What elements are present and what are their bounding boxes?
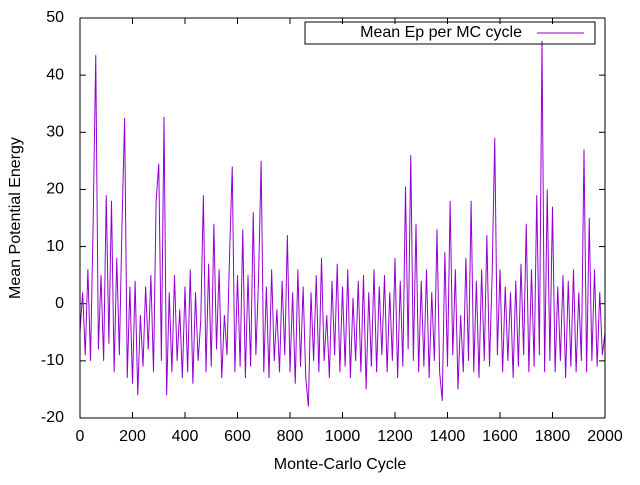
legend-box <box>304 21 596 45</box>
x-tick-label: 0 <box>76 428 85 445</box>
y-tick-label: 50 <box>46 9 64 26</box>
x-tick-label: 2000 <box>587 428 623 445</box>
y-tick-label: -10 <box>41 352 64 369</box>
y-tick-label: -20 <box>41 409 64 426</box>
y-tick-label: 30 <box>46 124 64 141</box>
x-tick-label: 1600 <box>482 428 518 445</box>
x-tick-label: 1000 <box>325 428 361 445</box>
y-tick-label: 0 <box>55 295 64 312</box>
y-tick-label: 10 <box>46 238 64 255</box>
y-axis-label: Mean Potential Energy <box>7 137 24 299</box>
legend-label: Mean Ep per MC cycle <box>360 24 522 41</box>
x-tick-label: 800 <box>277 428 304 445</box>
x-tick-label: 1200 <box>377 428 413 445</box>
x-tick-label: 1800 <box>535 428 571 445</box>
series-line <box>79 40 606 407</box>
y-tick-label: 20 <box>46 181 64 198</box>
x-tick-label: 600 <box>224 428 251 445</box>
x-tick-label: 400 <box>172 428 199 445</box>
x-axis-label: Monte-Carlo Cycle <box>274 456 407 473</box>
y-tick-label: 40 <box>46 66 64 83</box>
plot-border <box>79 17 606 419</box>
x-tick-label: 200 <box>119 428 146 445</box>
x-tick-label: 1400 <box>430 428 466 445</box>
